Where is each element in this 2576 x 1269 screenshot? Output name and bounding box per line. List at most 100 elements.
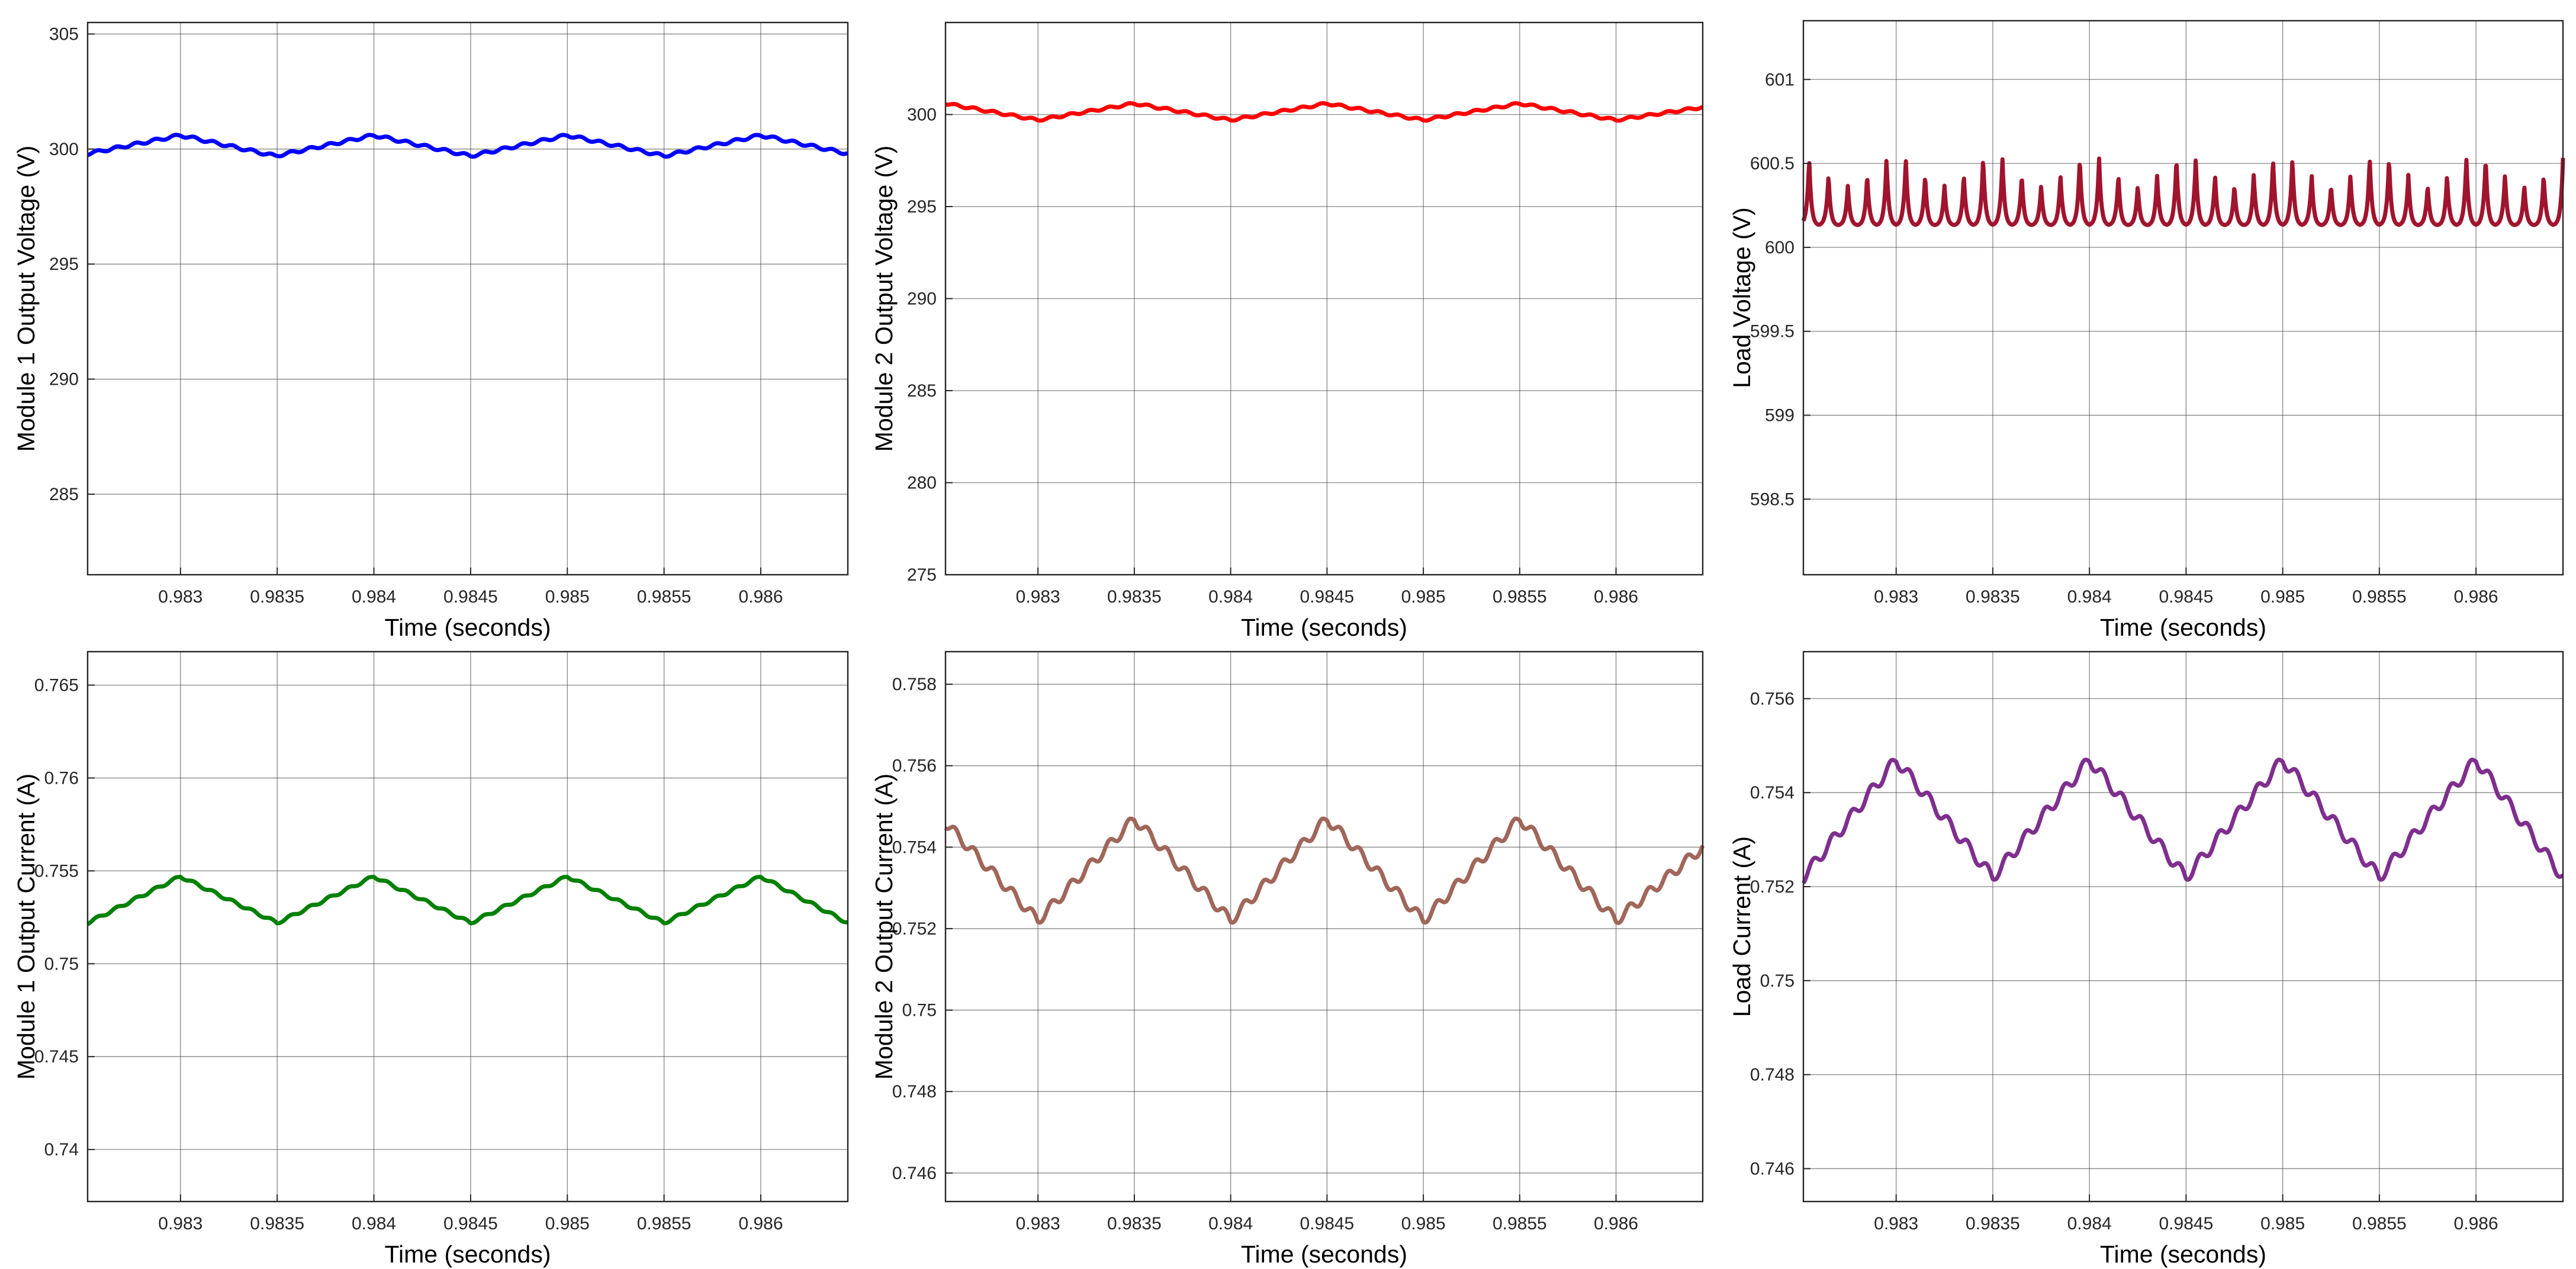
y-tick-label: 0.748	[892, 1082, 937, 1101]
y-tick-label: 0.75	[902, 1001, 937, 1020]
x-tick-label: 0.9845	[443, 1214, 498, 1233]
y-tick-label: 0.745	[34, 1047, 79, 1067]
x-tick-label: 0.983	[1016, 1214, 1060, 1233]
plot-area	[1803, 652, 2563, 1202]
x-axis-label: Time (seconds)	[385, 1241, 551, 1268]
chart-3: 0.983 0.9835 0.984 0.9845 0.985 0.9855 0.986 59…	[1728, 20, 2565, 641]
y-tick-label: 275	[907, 565, 937, 585]
y-tick-label: 280	[907, 474, 937, 493]
x-tick-label: 0.985	[2260, 1214, 2305, 1233]
x-tick-label: 0.984	[1208, 587, 1253, 607]
x-tick-label: 0.984	[2067, 587, 2112, 607]
y-tick-label: 0.752	[892, 919, 937, 939]
y-axis-label: Load Current (A)	[1728, 836, 1755, 1017]
x-axis-label: Time (seconds)	[1241, 1241, 1407, 1268]
x-tick-label: 0.984	[1208, 1214, 1253, 1233]
x-tick-label: 0.9845	[2159, 587, 2214, 607]
data-series-line	[944, 101, 1705, 123]
chart-4: 0.983 0.9835 0.984 0.9845 0.985 0.9855 0.986 0.…	[12, 650, 850, 1268]
x-tick-label: 0.983	[1016, 587, 1060, 607]
axes-frame	[86, 21, 849, 576]
y-tick-label: 0.752	[1750, 877, 1794, 897]
x-tick-label: 0.9855	[637, 587, 692, 607]
y-tick-label: 600	[1765, 238, 1794, 257]
x-tick-label: 0.986	[1594, 1214, 1638, 1233]
chart-2: 0.983 0.9835 0.984 0.9845 0.985 0.9855 0.986 27…	[870, 21, 1705, 641]
x-tick-label: 0.9845	[1300, 587, 1354, 607]
axes-frame	[1802, 650, 2564, 1203]
y-axis-label: Module 2 Output Voltage (V)	[870, 146, 898, 452]
x-tick-label: 0.986	[2454, 1214, 2498, 1233]
x-tick-label: 0.9835	[1966, 587, 2020, 607]
chart-1: 0.983 0.9835 0.984 0.9845 0.985 0.9855 0.986 28…	[12, 21, 850, 641]
y-tick-label: 0.755	[34, 861, 79, 881]
x-axis-label: Time (seconds)	[1241, 614, 1407, 641]
x-tick-label: 0.9855	[637, 1214, 692, 1233]
data-series-line	[1801, 156, 2565, 227]
x-tick-label: 0.986	[738, 587, 783, 607]
data-series-line	[944, 816, 1705, 925]
y-tick-label: 300	[907, 105, 937, 125]
x-tick-label: 0.985	[1401, 1214, 1446, 1233]
y-tick-label: 300	[49, 140, 79, 159]
data-series-line	[86, 875, 850, 926]
x-tick-label: 0.985	[545, 1214, 590, 1233]
y-tick-label: 0.756	[1750, 689, 1794, 708]
y-axis-label: Module 1 Output Voltage (V)	[12, 146, 40, 452]
axes-frame	[1802, 20, 2564, 576]
x-tick-label: 0.9835	[1107, 587, 1162, 607]
y-tick-label: 0.748	[1750, 1065, 1794, 1085]
chart-6: 0.983 0.9835 0.984 0.9845 0.985 0.9855 0.986 0.…	[1728, 650, 2565, 1268]
y-axis-label: Module 2 Output Current (A)	[870, 774, 898, 1080]
y-tick-label: 0.74	[44, 1140, 79, 1160]
y-tick-label: 599	[1765, 406, 1794, 426]
y-tick-label: 598.5	[1750, 489, 1794, 509]
x-tick-label: 0.985	[545, 587, 590, 607]
y-tick-label: 285	[49, 485, 79, 504]
y-tick-label: 599.5	[1750, 322, 1794, 342]
y-axis-label: Load Voltage (V)	[1728, 207, 1755, 388]
y-tick-label: 0.765	[34, 675, 79, 695]
y-tick-label: 0.76	[44, 768, 79, 788]
axes-frame	[944, 650, 1704, 1203]
x-tick-label: 0.9845	[2159, 1214, 2214, 1233]
x-tick-label: 0.9855	[2352, 587, 2407, 607]
plot-area	[88, 22, 848, 575]
x-tick-label: 0.9845	[1300, 1214, 1354, 1233]
y-tick-label: 0.754	[1750, 783, 1794, 803]
y-tick-label: 0.75	[1760, 971, 1794, 991]
chart-5: 0.983 0.9835 0.984 0.9845 0.985 0.9855 0.986 0.…	[870, 650, 1705, 1268]
y-tick-label: 305	[49, 24, 79, 44]
x-axis-label: Time (seconds)	[2100, 1241, 2266, 1268]
x-tick-label: 0.983	[1874, 587, 1918, 607]
y-tick-label: 0.756	[892, 756, 937, 776]
y-tick-label: 295	[49, 255, 79, 274]
x-tick-label: 0.9835	[250, 587, 304, 607]
y-tick-label: 0.75	[44, 954, 79, 974]
x-tick-label: 0.9855	[2352, 1214, 2407, 1233]
x-tick-label: 0.983	[158, 1214, 202, 1233]
y-tick-label: 0.758	[892, 675, 937, 694]
x-tick-label: 0.9835	[1107, 1214, 1162, 1233]
x-tick-label: 0.985	[1401, 587, 1446, 607]
x-tick-label: 0.9835	[1966, 1214, 2020, 1233]
x-tick-label: 0.985	[2260, 587, 2305, 607]
data-series-line	[86, 133, 850, 159]
x-tick-label: 0.9855	[1493, 1214, 1547, 1233]
y-axis-label: Module 1 Output Current (A)	[12, 774, 40, 1080]
y-tick-label: 601	[1765, 70, 1794, 89]
x-tick-label: 0.986	[2454, 587, 2498, 607]
data-series-line	[1802, 758, 2565, 885]
axes-frame	[86, 650, 849, 1203]
x-tick-label: 0.986	[1594, 587, 1638, 607]
x-tick-label: 0.984	[352, 587, 396, 607]
x-tick-label: 0.9835	[250, 1214, 304, 1233]
x-axis-label: Time (seconds)	[2100, 614, 2266, 641]
y-tick-label: 290	[49, 370, 79, 389]
x-tick-label: 0.983	[1874, 1214, 1918, 1233]
x-tick-label: 0.986	[738, 1214, 783, 1233]
x-tick-label: 0.984	[352, 1214, 396, 1233]
y-tick-label: 0.746	[892, 1164, 937, 1183]
y-tick-label: 290	[907, 289, 937, 309]
